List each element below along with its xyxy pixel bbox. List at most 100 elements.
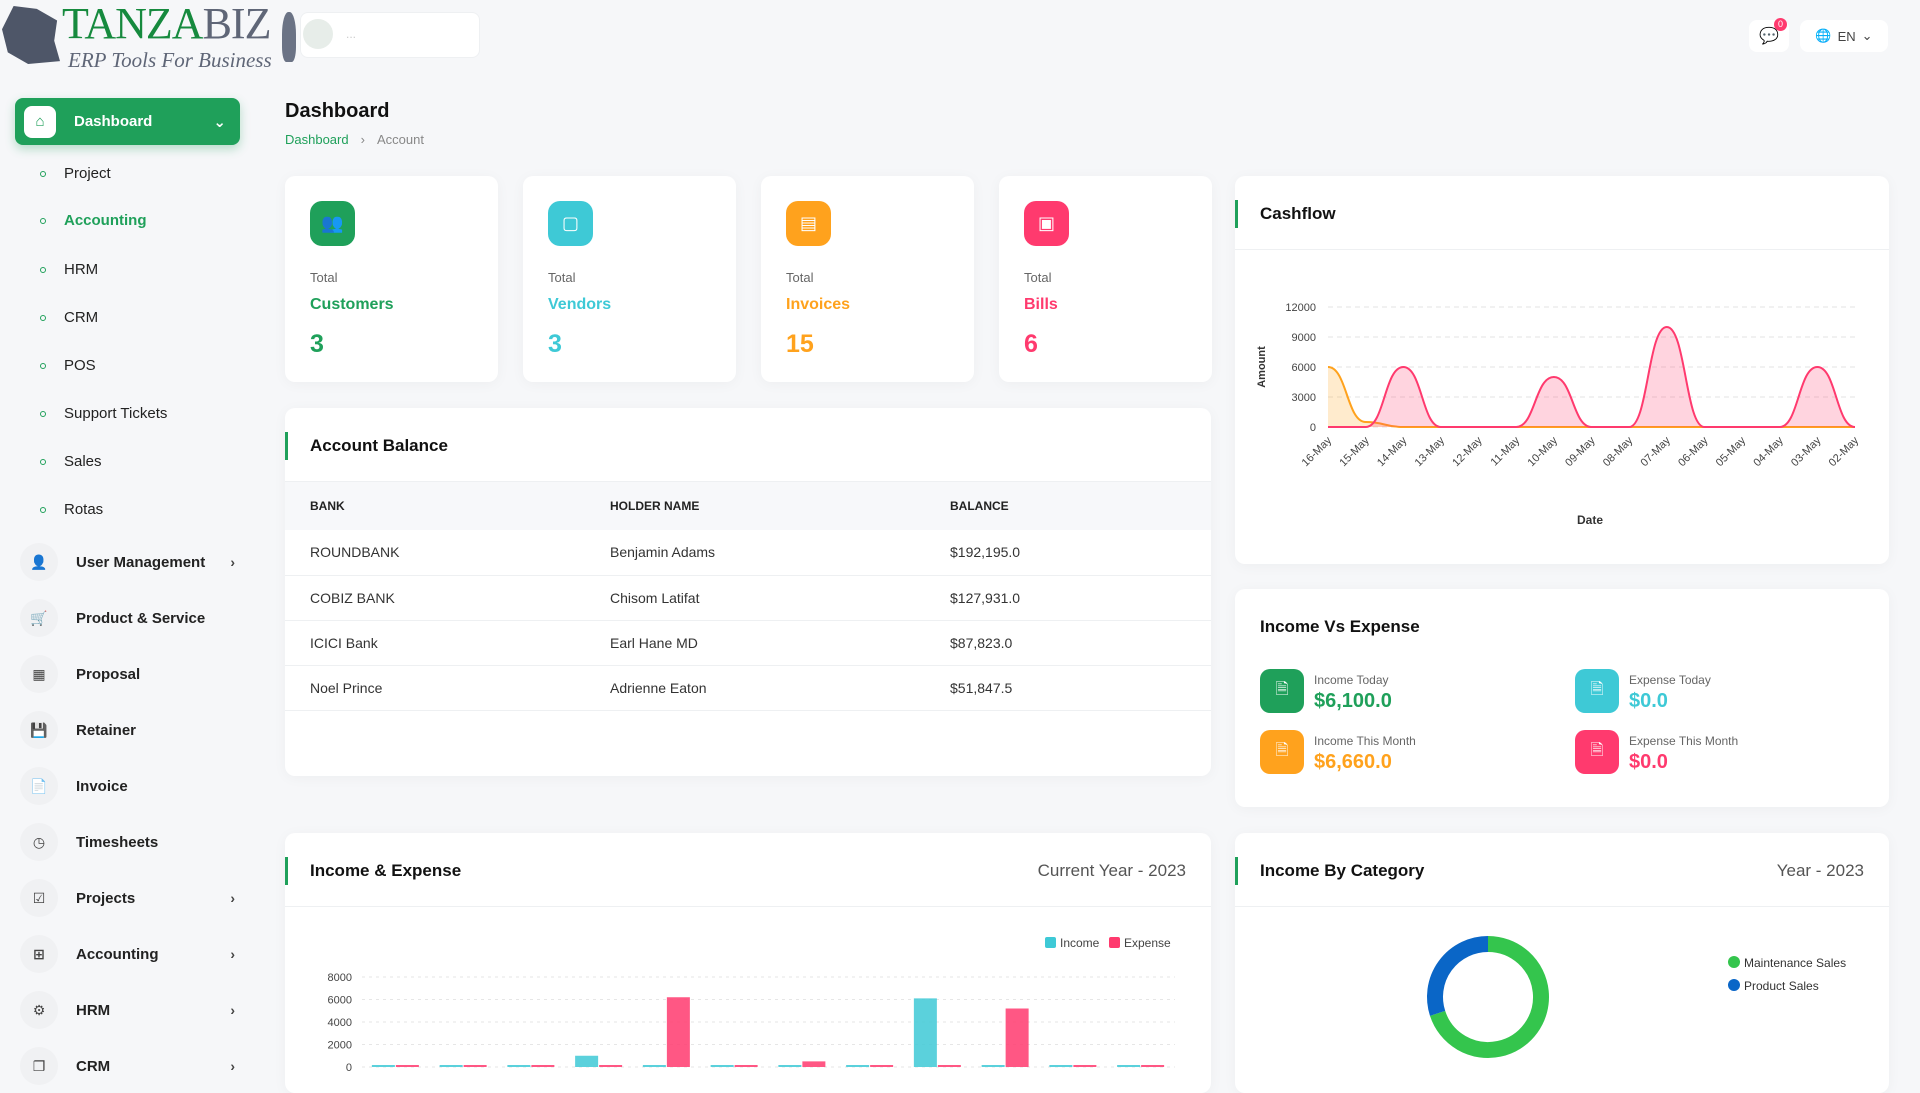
sidebar-item-label: Proposal: [76, 665, 141, 683]
sidebar-item[interactable]: ⚙ HRM ›: [20, 990, 235, 1030]
chevron-right-icon: ›: [230, 554, 235, 570]
sidebar-item-label: Product & Service: [76, 609, 206, 627]
stat-value: 6: [1024, 330, 1038, 358]
table-row: COBIZ BANK Chisom Latifat $127,931.0: [285, 575, 1211, 621]
card-title: Income Vs Expense: [1260, 617, 1420, 636]
metric-value: $0.0: [1629, 751, 1668, 773]
invoices-icon: ▤: [786, 201, 831, 246]
home-icon: ⌂: [24, 105, 56, 138]
stat-label: Total: [786, 270, 814, 285]
account-balance-table: BANK HOLDER NAME BALANCE ROUNDBANK Benjamin…: [285, 482, 1211, 711]
metric-label: Expense This Month: [1629, 734, 1739, 748]
sidebar-item-label: Accounting: [76, 945, 159, 963]
column-header: BALANCE: [925, 482, 1211, 530]
sidebar-item[interactable]: 💾 Retainer: [20, 710, 235, 750]
sidebar-item[interactable]: 📄 Invoice: [20, 766, 235, 806]
stat-card-bills[interactable]: ▣ Total Bills 6: [999, 176, 1212, 382]
card-title: Income & Expense: [310, 861, 462, 880]
avatar: [303, 19, 333, 49]
sidebar-item-label: Invoice: [76, 777, 128, 795]
table-cell: Chisom Latifat: [585, 575, 925, 621]
breadcrumb-link[interactable]: Dashboard: [285, 132, 349, 147]
sidebar-subitem[interactable]: Rotas: [40, 500, 103, 520]
sidebar-item[interactable]: ▦ Proposal: [20, 654, 235, 694]
logo[interactable]: TANZABIZ ERP Tools For Business: [0, 0, 296, 72]
income-expense-card: Income & Expense Current Year - 2023: [285, 833, 1211, 1093]
layers-icon: ❐: [20, 1047, 58, 1085]
tanzania-map-icon: [2, 6, 60, 64]
brand-name: TANZA: [62, 0, 204, 48]
sidebar-subitem-label: Support Tickets: [64, 405, 168, 422]
sidebar-subitem[interactable]: Support Tickets: [40, 404, 167, 424]
sidebar-item[interactable]: ◷ Timesheets: [20, 822, 235, 862]
column-header: HOLDER NAME: [585, 482, 925, 530]
sidebar-item-dashboard[interactable]: ⌂ Dashboard ⌄: [15, 98, 240, 145]
cart-icon: 🛒: [20, 599, 58, 637]
chevron-down-icon: ⌄: [213, 113, 226, 131]
file-icon: 📄: [20, 767, 58, 805]
apps-icon: ⊞: [20, 935, 58, 973]
table-cell: Adrienne Eaton: [585, 665, 925, 711]
breadcrumb-current: Account: [376, 132, 424, 147]
check-square-icon: ☑: [20, 879, 58, 917]
bullet-icon: [40, 267, 46, 273]
page-title: Dashboard: [285, 100, 390, 122]
stat-value: 15: [786, 330, 814, 358]
sidebar-subitem-label: POS: [64, 357, 96, 374]
account-balance-card: Account Balance BANK HOLDER NAME BALANCE R…: [285, 408, 1211, 776]
sidebar-subitem[interactable]: Project: [40, 164, 111, 184]
sidebar-item[interactable]: ❐ CRM ›: [20, 1046, 235, 1086]
metric-label: Expense Today: [1629, 673, 1711, 687]
table-cell: $127,931.0: [925, 575, 1211, 621]
table-cell: Noel Prince: [285, 665, 585, 711]
sidebar-item-label: User Management: [76, 553, 206, 571]
sidebar-item[interactable]: ⊞ Accounting ›: [20, 934, 235, 974]
save-icon: 💾: [20, 711, 58, 749]
sidebar-item[interactable]: 🛒 Product & Service: [20, 598, 235, 638]
sidebar-subitem[interactable]: Sales: [40, 452, 102, 472]
sidebar-item[interactable]: ☑ Projects ›: [20, 878, 235, 918]
chevron-right-icon: ›: [230, 1002, 235, 1018]
stat-value: 3: [548, 330, 562, 358]
stat-card-invoices[interactable]: ▤ Total Invoices 15: [761, 176, 974, 382]
sidebar-item[interactable]: 👤 User Management ›: [20, 542, 235, 582]
stat-name: Bills: [1024, 296, 1058, 313]
stat-label: Total: [1024, 270, 1052, 285]
sidebar-item-label: CRM: [76, 1057, 111, 1075]
stat-label: Total: [310, 270, 338, 285]
receipt-icon: 🗎: [1575, 730, 1619, 774]
table-cell: Earl Hane MD: [585, 620, 925, 666]
sidebar-subitem-label: Sales: [64, 453, 102, 470]
card-subtitle: Year - 2023: [1776, 861, 1864, 880]
metric-value: $0.0: [1629, 690, 1668, 712]
language-select[interactable]: 🌐 EN ⌄: [1800, 20, 1888, 52]
card-subtitle: Current Year - 2023: [1037, 861, 1186, 880]
chevron-right-icon: ›: [230, 1058, 235, 1074]
settings-icon: ⚙: [20, 991, 58, 1029]
sidebar-subitem[interactable]: Accounting: [40, 211, 147, 231]
user-name: ...: [346, 27, 357, 41]
brand-tagline: ERP Tools For Business: [68, 48, 272, 72]
sidebar-subitem[interactable]: POS: [40, 356, 96, 376]
stat-name: Vendors: [548, 296, 612, 313]
stat-card-vendors[interactable]: ▢ Total Vendors 3: [523, 176, 736, 382]
globe-icon: 🌐: [1815, 28, 1832, 43]
clock-icon: ◷: [20, 823, 58, 861]
receipt-icon: 🗎: [1575, 669, 1619, 713]
notification-badge: 0: [1774, 18, 1787, 31]
stat-label: Total: [548, 270, 576, 285]
notifications-button[interactable]: 💬 0: [1749, 18, 1789, 52]
card-title: Account Balance: [310, 436, 448, 455]
user-profile-button[interactable]: ...: [300, 12, 480, 58]
receipt-icon: 🗎: [1260, 669, 1304, 713]
sidebar-subitem[interactable]: CRM: [40, 308, 98, 328]
sidebar-subitem[interactable]: HRM: [40, 260, 98, 280]
stat-name: Invoices: [786, 296, 851, 313]
metric-label: Income This Month: [1314, 734, 1416, 748]
chevron-right-icon: ›: [230, 946, 235, 962]
stat-card-customers[interactable]: 👥 Total Customers 3: [285, 176, 498, 382]
sidebar-item-label: Retainer: [76, 721, 137, 739]
cashflow-card: Cashflow: [1235, 176, 1889, 564]
sidebar-subitem-label: CRM: [64, 309, 99, 326]
metric-value: $6,100.0: [1314, 690, 1392, 712]
